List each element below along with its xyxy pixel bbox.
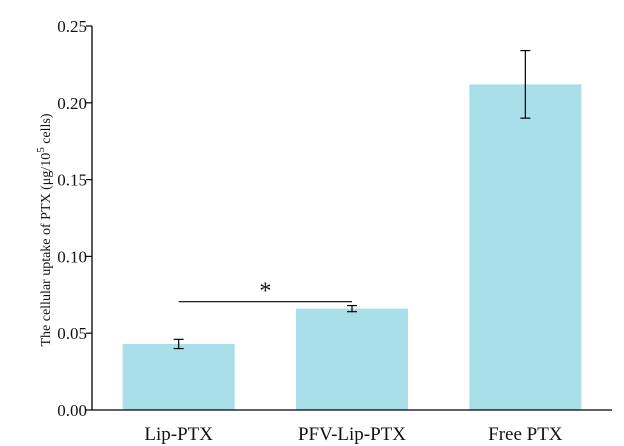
y-axis-ticks: 0.00 0.05 0.10 0.15 0.20 0.25 — [57, 17, 92, 420]
y-tick-label: 0.00 — [57, 401, 87, 420]
y-tick-label: 0.10 — [57, 247, 87, 266]
y-axis-label-prefix: The cellular uptake of PTX (μg/10 — [39, 153, 54, 347]
x-axis-categories: Lip-PTX PFV-Lip-PTX Free PTX — [144, 424, 562, 445]
y-tick-label: 0.25 — [57, 17, 87, 36]
bar — [469, 84, 582, 411]
y-axis-label-suffix: cells) — [39, 113, 54, 147]
y-axis-label-superscript: 5 — [35, 147, 47, 153]
y-tick-label: 0.05 — [57, 324, 87, 343]
significance-star: * — [259, 279, 271, 305]
bar — [122, 343, 235, 410]
significance-annotation: * — [178, 279, 352, 305]
x-category-label: PFV-Lip-PTX — [298, 424, 406, 445]
y-tick-label: 0.20 — [57, 94, 87, 113]
x-category-label: Lip-PTX — [144, 424, 213, 445]
error-bars — [173, 49, 531, 350]
x-category-label: Free PTX — [488, 424, 563, 445]
y-tick-label: 0.15 — [57, 171, 87, 190]
bar-series — [122, 84, 582, 411]
bar — [296, 308, 408, 410]
y-axis-label: The cellular uptake of PTX (μg/105 cells… — [35, 113, 54, 346]
